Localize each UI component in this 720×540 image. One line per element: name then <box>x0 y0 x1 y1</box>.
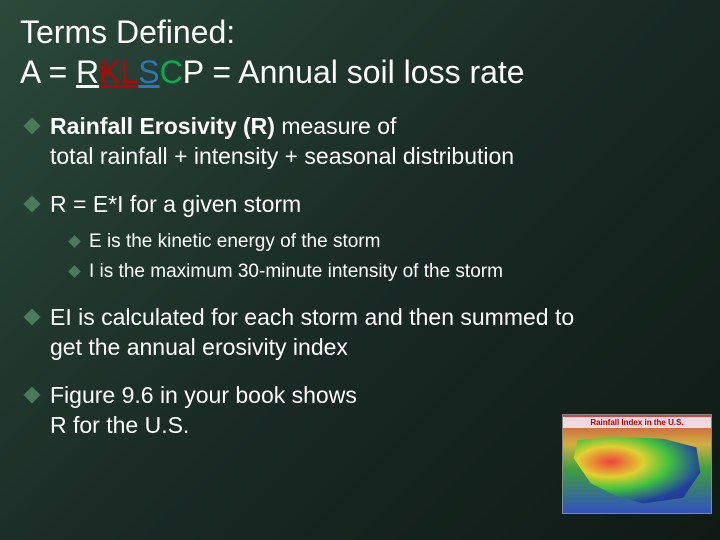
bullet-icon <box>24 386 41 403</box>
b1-bold: Rainfall Erosivity (R) <box>50 113 281 139</box>
bullet-icon <box>24 118 41 135</box>
b4-line1: Figure 9.6 in your book shows <box>50 382 357 408</box>
formula-K: K <box>99 54 120 90</box>
formula-C: C <box>160 54 183 90</box>
formula-L: L <box>121 54 139 90</box>
map-shape <box>571 433 703 505</box>
bullet-rainfall-erosivity: Rainfall Erosivity (R) measure of total … <box>20 112 700 172</box>
sub-bullet-I: I is the maximum 30-minute intensity of … <box>20 260 700 285</box>
b1-rest2: total rainfall + intensity + seasonal di… <box>50 143 514 169</box>
sub-bullet-E: E is the kinetic energy of the storm <box>20 230 700 255</box>
bullet-icon <box>68 235 81 248</box>
bullet-text: Figure 9.6 in your book shows R for the … <box>50 381 357 441</box>
rainfall-index-map: Rainfall Index in the U.S. <box>562 414 712 514</box>
bullet-icon <box>68 265 81 278</box>
formula-S: S <box>138 54 159 90</box>
b1-rest1: measure of <box>281 113 396 139</box>
bullet-text: EI is calculated for each storm and then… <box>50 303 574 363</box>
formula-eq: = Annual soil loss rate <box>204 54 525 90</box>
title-line1: Terms Defined: <box>20 14 235 50</box>
bullet-icon <box>24 309 41 326</box>
b3-line2: get the annual erosivity index <box>50 334 348 360</box>
slide-title: Terms Defined: A = RKLSCP = Annual soil … <box>20 12 700 92</box>
bullet-text: Rainfall Erosivity (R) measure of total … <box>50 112 514 172</box>
bullet-EI: EI is calculated for each storm and then… <box>20 303 700 363</box>
b3-line1: EI is calculated for each storm and then… <box>50 304 574 330</box>
bullet-r-formula: R = E*I for a given storm <box>20 190 700 220</box>
b2-text: R = E*I for a given storm <box>50 190 301 220</box>
bullet-icon <box>24 195 41 212</box>
b2a-text: E is the kinetic energy of the storm <box>89 230 380 255</box>
b2b-text: I is the maximum 30-minute intensity of … <box>89 260 503 285</box>
b4-line2: R for the U.S. <box>50 412 189 438</box>
map-title: Rainfall Index in the U.S. <box>563 417 711 428</box>
formula-R: R <box>76 54 99 90</box>
formula-P: P <box>183 54 204 90</box>
formula-A: A = <box>20 54 76 90</box>
